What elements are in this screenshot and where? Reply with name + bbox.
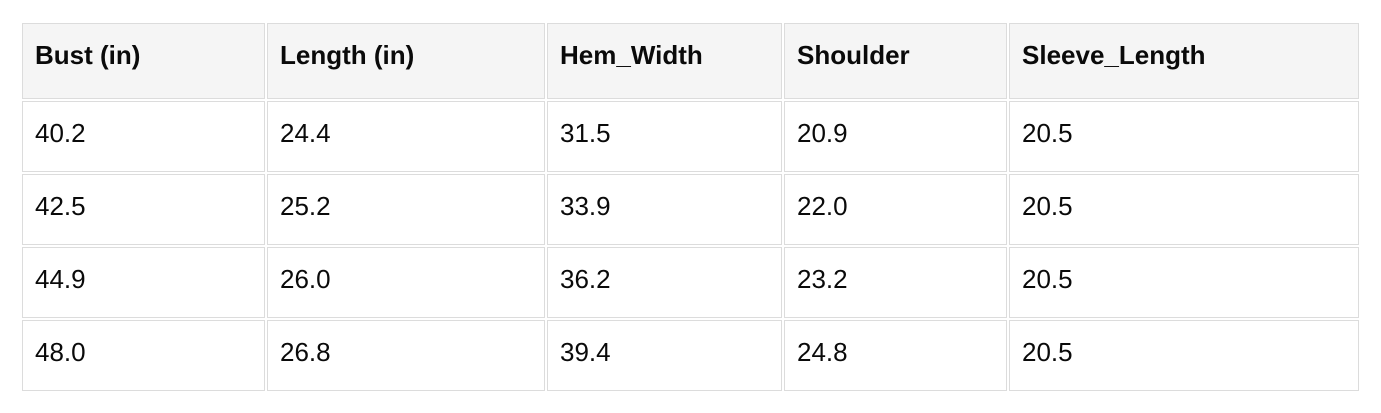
table-cell: 25.2 — [267, 174, 545, 245]
column-header-sleeve-length: Sleeve_Length — [1009, 23, 1359, 99]
table-cell: 20.5 — [1009, 174, 1359, 245]
table-cell: 31.5 — [547, 101, 782, 172]
column-header-bust-in: Bust (in) — [22, 23, 265, 99]
table-cell: 24.8 — [784, 320, 1007, 391]
table-row: 48.0 26.8 39.4 24.8 20.5 — [22, 320, 1359, 391]
table-row: 44.9 26.0 36.2 23.2 20.5 — [22, 247, 1359, 318]
table-cell: 39.4 — [547, 320, 782, 391]
table-cell: 20.5 — [1009, 247, 1359, 318]
table-cell: 26.8 — [267, 320, 545, 391]
table-cell: 44.9 — [22, 247, 265, 318]
table-cell: 33.9 — [547, 174, 782, 245]
column-header-shoulder: Shoulder — [784, 23, 1007, 99]
table-cell: 22.0 — [784, 174, 1007, 245]
table-cell: 40.2 — [22, 101, 265, 172]
table-cell: 23.2 — [784, 247, 1007, 318]
table-header: Bust (in) Length (in) Hem_Width Shoulder Sle… — [22, 23, 1359, 99]
table-row: 40.2 24.4 31.5 20.9 20.5 — [22, 101, 1359, 172]
table-cell: 26.0 — [267, 247, 545, 318]
table-cell: 20.9 — [784, 101, 1007, 172]
table-cell: 36.2 — [547, 247, 782, 318]
size-chart-table: Bust (in) Length (in) Hem_Width Shoulder Sle… — [20, 21, 1361, 393]
table-cell: 42.5 — [22, 174, 265, 245]
table-cell: 20.5 — [1009, 101, 1359, 172]
column-header-length-in: Length (in) — [267, 23, 545, 99]
table-cell: 20.5 — [1009, 320, 1359, 391]
table-cell: 48.0 — [22, 320, 265, 391]
header-row: Bust (in) Length (in) Hem_Width Shoulder Sle… — [22, 23, 1359, 99]
table-cell: 24.4 — [267, 101, 545, 172]
table-body: 40.2 24.4 31.5 20.9 20.5 42.5 25.2 33.9 22.0 20.5… — [22, 101, 1359, 391]
table-row: 42.5 25.2 33.9 22.0 20.5 — [22, 174, 1359, 245]
column-header-hem-width: Hem_Width — [547, 23, 782, 99]
